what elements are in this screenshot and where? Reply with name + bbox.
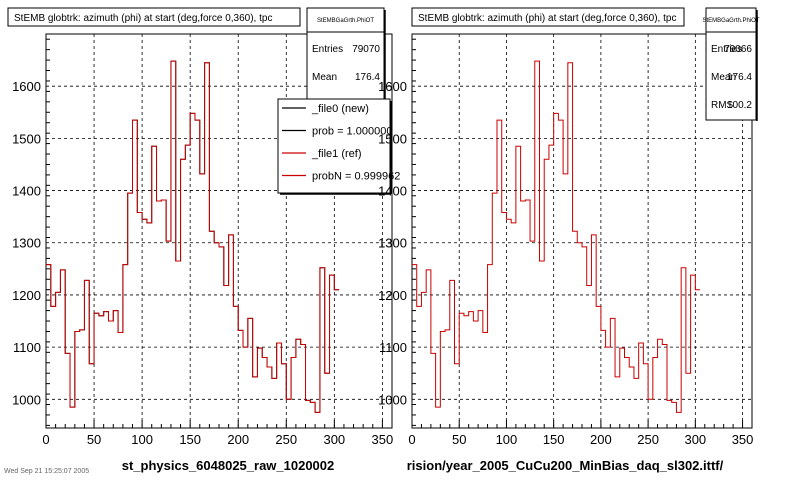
right-pad: 0 50 100 150 200 250 300 350 1000 1100 1200 1300 140… (378, 7, 760, 473)
legend-box (277, 98, 391, 194)
legend-entry-label: _file0 (new) (311, 103, 369, 115)
x-tick-label: 200 (590, 432, 612, 447)
left-pad: 0 50 100 150 200 250 300 350 1000 1100 1200 1300 140… (7, 7, 400, 473)
stats-label-entries: Entries (312, 44, 343, 55)
stats-header: StEMBGaGrth.PhiOT (702, 18, 759, 24)
x-tick-label: 350 (372, 432, 394, 447)
y-tick-label: 1200 (12, 288, 41, 303)
y-tick-label: 1600 (12, 79, 41, 94)
x-tick-label: 0 (408, 432, 415, 447)
stats-header: StEMBGaGrth.PhiOT (317, 18, 374, 24)
chart-title: StEMB globtrk: azimuth (phi) at start (d… (14, 13, 272, 24)
y-tick-label: 1600 (378, 79, 407, 94)
x-tick-label: 300 (684, 432, 706, 447)
footer-timestamp: Wed Sep 21 15:25:07 2005 (4, 468, 90, 475)
histogram-series--file1-ref- (46, 60, 340, 413)
y-tick-label: 1400 (378, 184, 407, 199)
stats-label-rms: RMS (711, 100, 734, 111)
y-tick-label: 1200 (378, 288, 407, 303)
x-tick-label: 100 (131, 432, 153, 447)
stats-label-mean: Mean (711, 72, 736, 83)
stats-box (705, 7, 757, 121)
x-tick-label: 50 (87, 432, 101, 447)
y-tick-label: 1300 (378, 236, 407, 251)
stats-value-entries: 79066 (724, 44, 752, 55)
stats-box (306, 7, 385, 111)
legend-entry-label: _file1 (ref) (311, 148, 362, 160)
stats-value-rms: 100.2 (727, 100, 752, 111)
x-tick-label: 50 (452, 432, 466, 447)
x-tick-label: 350 (732, 432, 754, 447)
x-tick-label: 150 (543, 432, 565, 447)
plot-frame (411, 33, 753, 429)
x-tick-label: 0 (42, 432, 49, 447)
y-tick-label: 1100 (379, 340, 407, 355)
histogram-series-ref (412, 60, 701, 413)
x-tick-label: 100 (496, 432, 518, 447)
y-tick-label: 1500 (12, 131, 41, 146)
stats-value-entries: 79070 (352, 44, 380, 55)
x-tick-label: 250 (637, 432, 659, 447)
x-axis-label: rision/year_2005_CuCu200_MinBias_daq_sl3… (407, 458, 724, 473)
legend-entry-label: probN = 0.999962 (312, 171, 400, 183)
y-tick-label: 1300 (12, 236, 41, 251)
stats-value-mean: 176.4 (355, 72, 380, 83)
y-tick-label: 1400 (12, 184, 41, 199)
title-box (7, 7, 301, 27)
x-tick-label: 150 (179, 432, 201, 447)
stats-label-entries: Entries (711, 44, 742, 55)
x-axis-label: st_physics_6048025_raw_1020002 (122, 458, 335, 473)
y-tick-label: 1000 (12, 392, 41, 407)
y-tick-label: 1500 (378, 131, 407, 146)
chart-title: StEMB globtrk: azimuth (phi) at start (d… (418, 13, 676, 24)
title-box (411, 7, 685, 27)
x-tick-label: 300 (323, 432, 345, 447)
y-tick-label: 1000 (378, 392, 407, 407)
legend-entry-label: prob = 1.000000 (312, 126, 392, 138)
stats-label-mean: Mean (312, 72, 337, 83)
x-tick-label: 250 (275, 432, 297, 447)
stats-value-mean: 176.4 (727, 72, 752, 83)
x-tick-label: 200 (227, 432, 249, 447)
y-tick-label: 1100 (13, 340, 41, 355)
